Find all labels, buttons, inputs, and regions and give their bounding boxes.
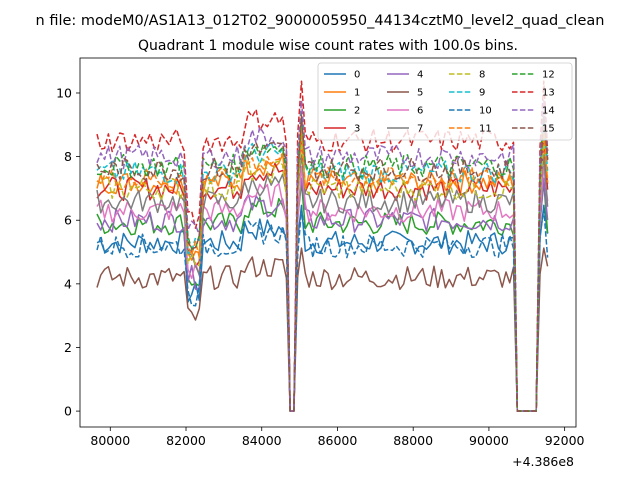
legend-label-8: 8 (479, 70, 485, 81)
series-line-13 (96, 80, 549, 412)
x-tick-label: 82000 (166, 433, 206, 448)
y-tick-label: 2 (64, 340, 72, 355)
x-tick-label: 90000 (469, 433, 509, 448)
legend-label-4: 4 (417, 70, 423, 81)
legend-label-11: 11 (479, 124, 492, 135)
y-tick-label: 6 (64, 213, 72, 228)
x-tick-label: 80000 (90, 433, 130, 448)
series-line-1 (96, 130, 549, 412)
legend-label-14: 14 (542, 106, 555, 117)
series-line-11 (96, 127, 549, 412)
legend-label-15: 15 (542, 124, 555, 135)
series-line-14 (96, 99, 549, 412)
y-tick-label: 8 (64, 149, 72, 164)
x-tick-label: 88000 (393, 433, 433, 448)
series-line-4 (96, 177, 549, 412)
legend-frame (317, 62, 573, 141)
legend-label-10: 10 (479, 106, 492, 117)
legend-label-2: 2 (354, 106, 360, 117)
y-tick-label: 0 (64, 404, 72, 419)
legend-label-1: 1 (354, 88, 360, 99)
series-layer (96, 80, 549, 412)
legend-label-6: 6 (417, 106, 423, 117)
legend-label-12: 12 (542, 70, 555, 81)
y-tick-label: 10 (56, 85, 72, 100)
legend-label-3: 3 (354, 124, 360, 135)
legend-label-13: 13 (542, 88, 555, 99)
legend-label-0: 0 (354, 70, 360, 81)
legend-label-9: 9 (479, 88, 485, 99)
series-line-0 (96, 204, 549, 412)
axes-frame (79, 57, 577, 428)
legend-label-7: 7 (417, 124, 423, 135)
x-offset-label: +4.386e8 (512, 454, 574, 469)
y-tick-label: 4 (64, 276, 72, 291)
series-line-15 (96, 115, 549, 412)
y-axis: 0 2 4 6 8 10 (56, 85, 80, 419)
x-tick-label: 92000 (545, 433, 585, 448)
x-tick-label: 84000 (242, 433, 282, 448)
x-axis: 80000 82000 84000 86000 88000 90000 92000 (90, 427, 585, 448)
chart-title: Quadrant 1 module wise count rates with … (138, 38, 518, 54)
x-tick-label: 86000 (318, 433, 358, 448)
series-line-12 (96, 111, 549, 412)
chart-suptitle: n file: modeM0/AS1A13_012T02_9000005950_… (36, 13, 605, 29)
legend-label-5: 5 (417, 88, 423, 99)
series-line-7 (96, 154, 549, 412)
series-line-10 (96, 208, 549, 412)
series-line-5 (96, 247, 549, 412)
